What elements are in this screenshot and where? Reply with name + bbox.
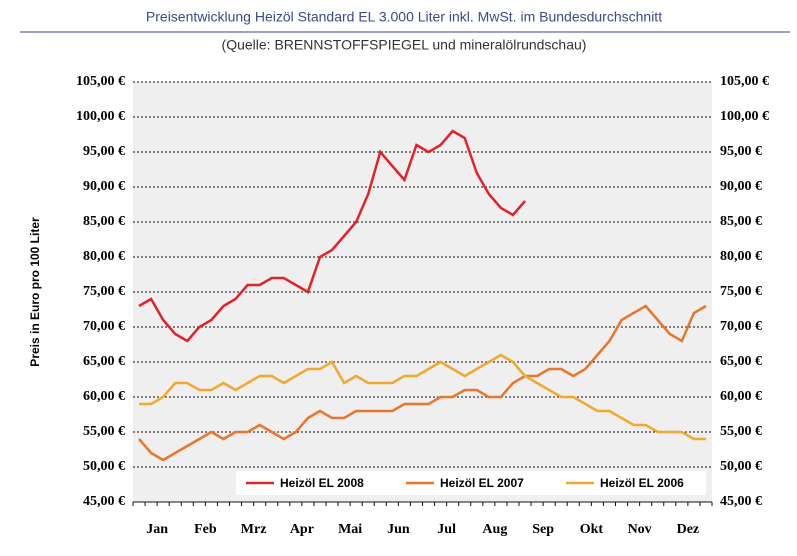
y-tick-label: 70,00 €: [83, 319, 125, 334]
y2-tick-label: 45,00 €: [720, 494, 762, 509]
chart-title: Preisentwicklung Heizöl Standard EL 3.00…: [146, 9, 662, 25]
y2-tick-label: 80,00 €: [720, 249, 762, 264]
y2-tick-label: 50,00 €: [720, 459, 762, 474]
y2-tick-label: 60,00 €: [720, 389, 762, 404]
x-tick-label: Jun: [387, 522, 410, 537]
y2-tick-label: 95,00 €: [720, 144, 762, 159]
legend-label: Heizöl EL 2007: [440, 476, 524, 490]
x-tick-label: Jul: [437, 522, 456, 537]
chart: Preisentwicklung Heizöl Standard EL 3.00…: [0, 0, 797, 551]
chart-subtitle: (Quelle: BRENNSTOFFSPIEGEL und mineralöl…: [222, 37, 587, 53]
x-tick-label: Apr: [290, 522, 314, 537]
x-tick-label: Feb: [194, 522, 217, 537]
y2-tick-label: 90,00 €: [720, 179, 762, 194]
y2-tick-label: 105,00 €: [720, 74, 769, 89]
y-tick-label: 65,00 €: [83, 354, 125, 369]
y-axis-label: Preis in Euro pro 100 Liter: [28, 217, 42, 367]
y2-tick-label: 65,00 €: [720, 354, 762, 369]
x-tick-label: Sep: [532, 522, 554, 537]
x-tick-label: Aug: [482, 522, 507, 537]
y-tick-label: 85,00 €: [83, 214, 125, 229]
x-tick-label: Jan: [146, 522, 168, 537]
y-tick-label: 55,00 €: [83, 424, 125, 439]
y-tick-label: 50,00 €: [83, 459, 125, 474]
y2-tick-label: 55,00 €: [720, 424, 762, 439]
y2-tick-label: 100,00 €: [720, 109, 769, 124]
x-tick-label: Mai: [338, 522, 362, 537]
y-tick-label: 75,00 €: [83, 284, 125, 299]
y-tick-label: 95,00 €: [83, 144, 125, 159]
legend-label: Heizöl EL 2006: [600, 476, 684, 490]
x-tick-label: Okt: [580, 522, 604, 537]
x-tick-label: Dez: [677, 522, 700, 537]
legend-label: Heizöl EL 2008: [280, 476, 364, 490]
y2-tick-label: 75,00 €: [720, 284, 762, 299]
x-tick-label: Nov: [628, 522, 652, 537]
y2-tick-label: 70,00 €: [720, 319, 762, 334]
y-tick-label: 60,00 €: [83, 389, 125, 404]
y2-tick-label: 85,00 €: [720, 214, 762, 229]
y-tick-label: 105,00 €: [76, 74, 125, 89]
x-tick-label: Mrz: [241, 522, 267, 537]
y-tick-label: 80,00 €: [83, 249, 125, 264]
y-tick-label: 100,00 €: [76, 109, 125, 124]
y-tick-label: 90,00 €: [83, 179, 125, 194]
y-tick-label: 45,00 €: [83, 494, 125, 509]
